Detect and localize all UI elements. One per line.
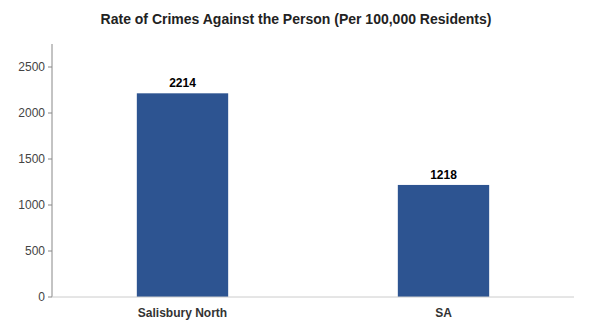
x-tick-label: Salisbury North [138, 306, 227, 320]
data-label: 2214 [169, 76, 196, 90]
y-tick-label: 2500 [18, 60, 45, 74]
x-axis-line [52, 297, 574, 298]
y-axis: 0 500 1000 1500 2000 2500 [18, 44, 52, 304]
bar [137, 93, 228, 297]
y-axis-line [52, 44, 53, 297]
y-tick-label: 1000 [18, 198, 45, 212]
y-tick [48, 67, 52, 68]
y-tick [48, 205, 52, 206]
x-axis: Salisbury North SA [52, 297, 574, 320]
data-label: 1218 [430, 168, 457, 182]
chart-container: Rate of Crimes Against the Person (Per 1… [0, 0, 592, 333]
x-tick-label: SA [435, 306, 452, 320]
bars [137, 93, 489, 297]
y-tick [48, 159, 52, 160]
y-tick-label: 2000 [18, 106, 45, 120]
y-tick [48, 113, 52, 114]
data-labels: 2214 1218 [169, 76, 457, 182]
chart-svg: Rate of Crimes Against the Person (Per 1… [0, 0, 592, 333]
chart-title: Rate of Crimes Against the Person (Per 1… [101, 11, 492, 27]
bar [398, 185, 489, 297]
y-tick [48, 297, 52, 298]
y-tick-label: 1500 [18, 152, 45, 166]
y-tick-label: 0 [38, 290, 45, 304]
y-tick-label: 500 [25, 244, 45, 258]
y-tick [48, 251, 52, 252]
